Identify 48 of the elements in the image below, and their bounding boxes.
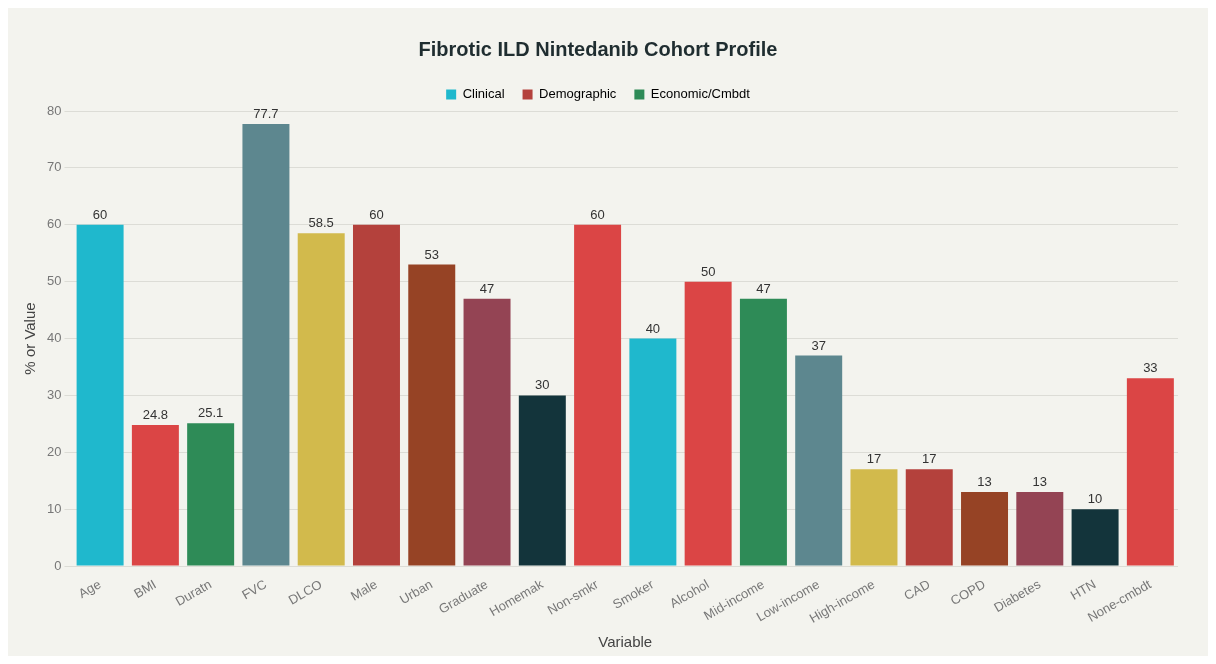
x-axis-title: Variable: [598, 633, 653, 651]
bar: [574, 224, 622, 566]
legend-label: Economic/Cmbdt: [650, 86, 751, 102]
bar: [684, 281, 732, 566]
y-tick-label: 80: [46, 102, 62, 118]
data-label: 10: [1087, 491, 1103, 507]
data-label: 60: [92, 206, 108, 222]
data-label: 30: [535, 377, 550, 393]
chart-title: Fibrotic ILD Nintedanib Cohort Profile: [418, 37, 778, 60]
bar: [1016, 492, 1064, 566]
data-label: 60: [369, 206, 384, 222]
data-label: 13: [977, 474, 992, 490]
y-tick-label: 30: [46, 386, 62, 402]
data-label: 13: [1032, 474, 1048, 490]
legend-label: Demographic: [539, 86, 617, 102]
data-label: 53: [424, 246, 439, 262]
data-label: 17: [922, 451, 937, 467]
y-tick-label: 50: [46, 273, 62, 289]
data-label: 47: [479, 280, 495, 296]
data-label: 33: [1143, 360, 1158, 376]
y-tick-label: 40: [46, 330, 62, 346]
data-label: 60: [590, 206, 605, 222]
legend-label: Clinical: [462, 86, 505, 102]
bar: [961, 492, 1009, 566]
bar: [1071, 509, 1119, 566]
bar: [76, 224, 124, 566]
y-tick-label: 20: [46, 443, 62, 459]
data-label: 50: [700, 263, 716, 279]
data-label: 47: [756, 280, 771, 296]
data-label: 77.7: [253, 106, 279, 122]
data-label: 58.5: [308, 215, 334, 231]
data-label: 24.8: [142, 407, 169, 423]
data-label: 25.1: [198, 405, 224, 421]
data-label: 40: [645, 320, 661, 336]
x-tick-label: CAD: [901, 576, 933, 604]
data-label: 17: [866, 451, 882, 467]
x-tick-label: Age: [75, 576, 104, 602]
x-tick-label: FVC: [239, 576, 270, 603]
y-axis-title: % or Value: [21, 302, 39, 375]
y-tick-label: 60: [46, 216, 62, 232]
y-tick-label: 0: [54, 557, 62, 573]
y-tick-label: 10: [46, 500, 62, 516]
x-tick-label: BMI: [131, 576, 159, 601]
y-tick-label: 70: [46, 159, 62, 175]
bar: [905, 469, 953, 566]
x-tick-label: Male: [347, 576, 380, 604]
data-label: 37: [811, 337, 826, 353]
x-tick-label: Urban: [396, 576, 436, 608]
